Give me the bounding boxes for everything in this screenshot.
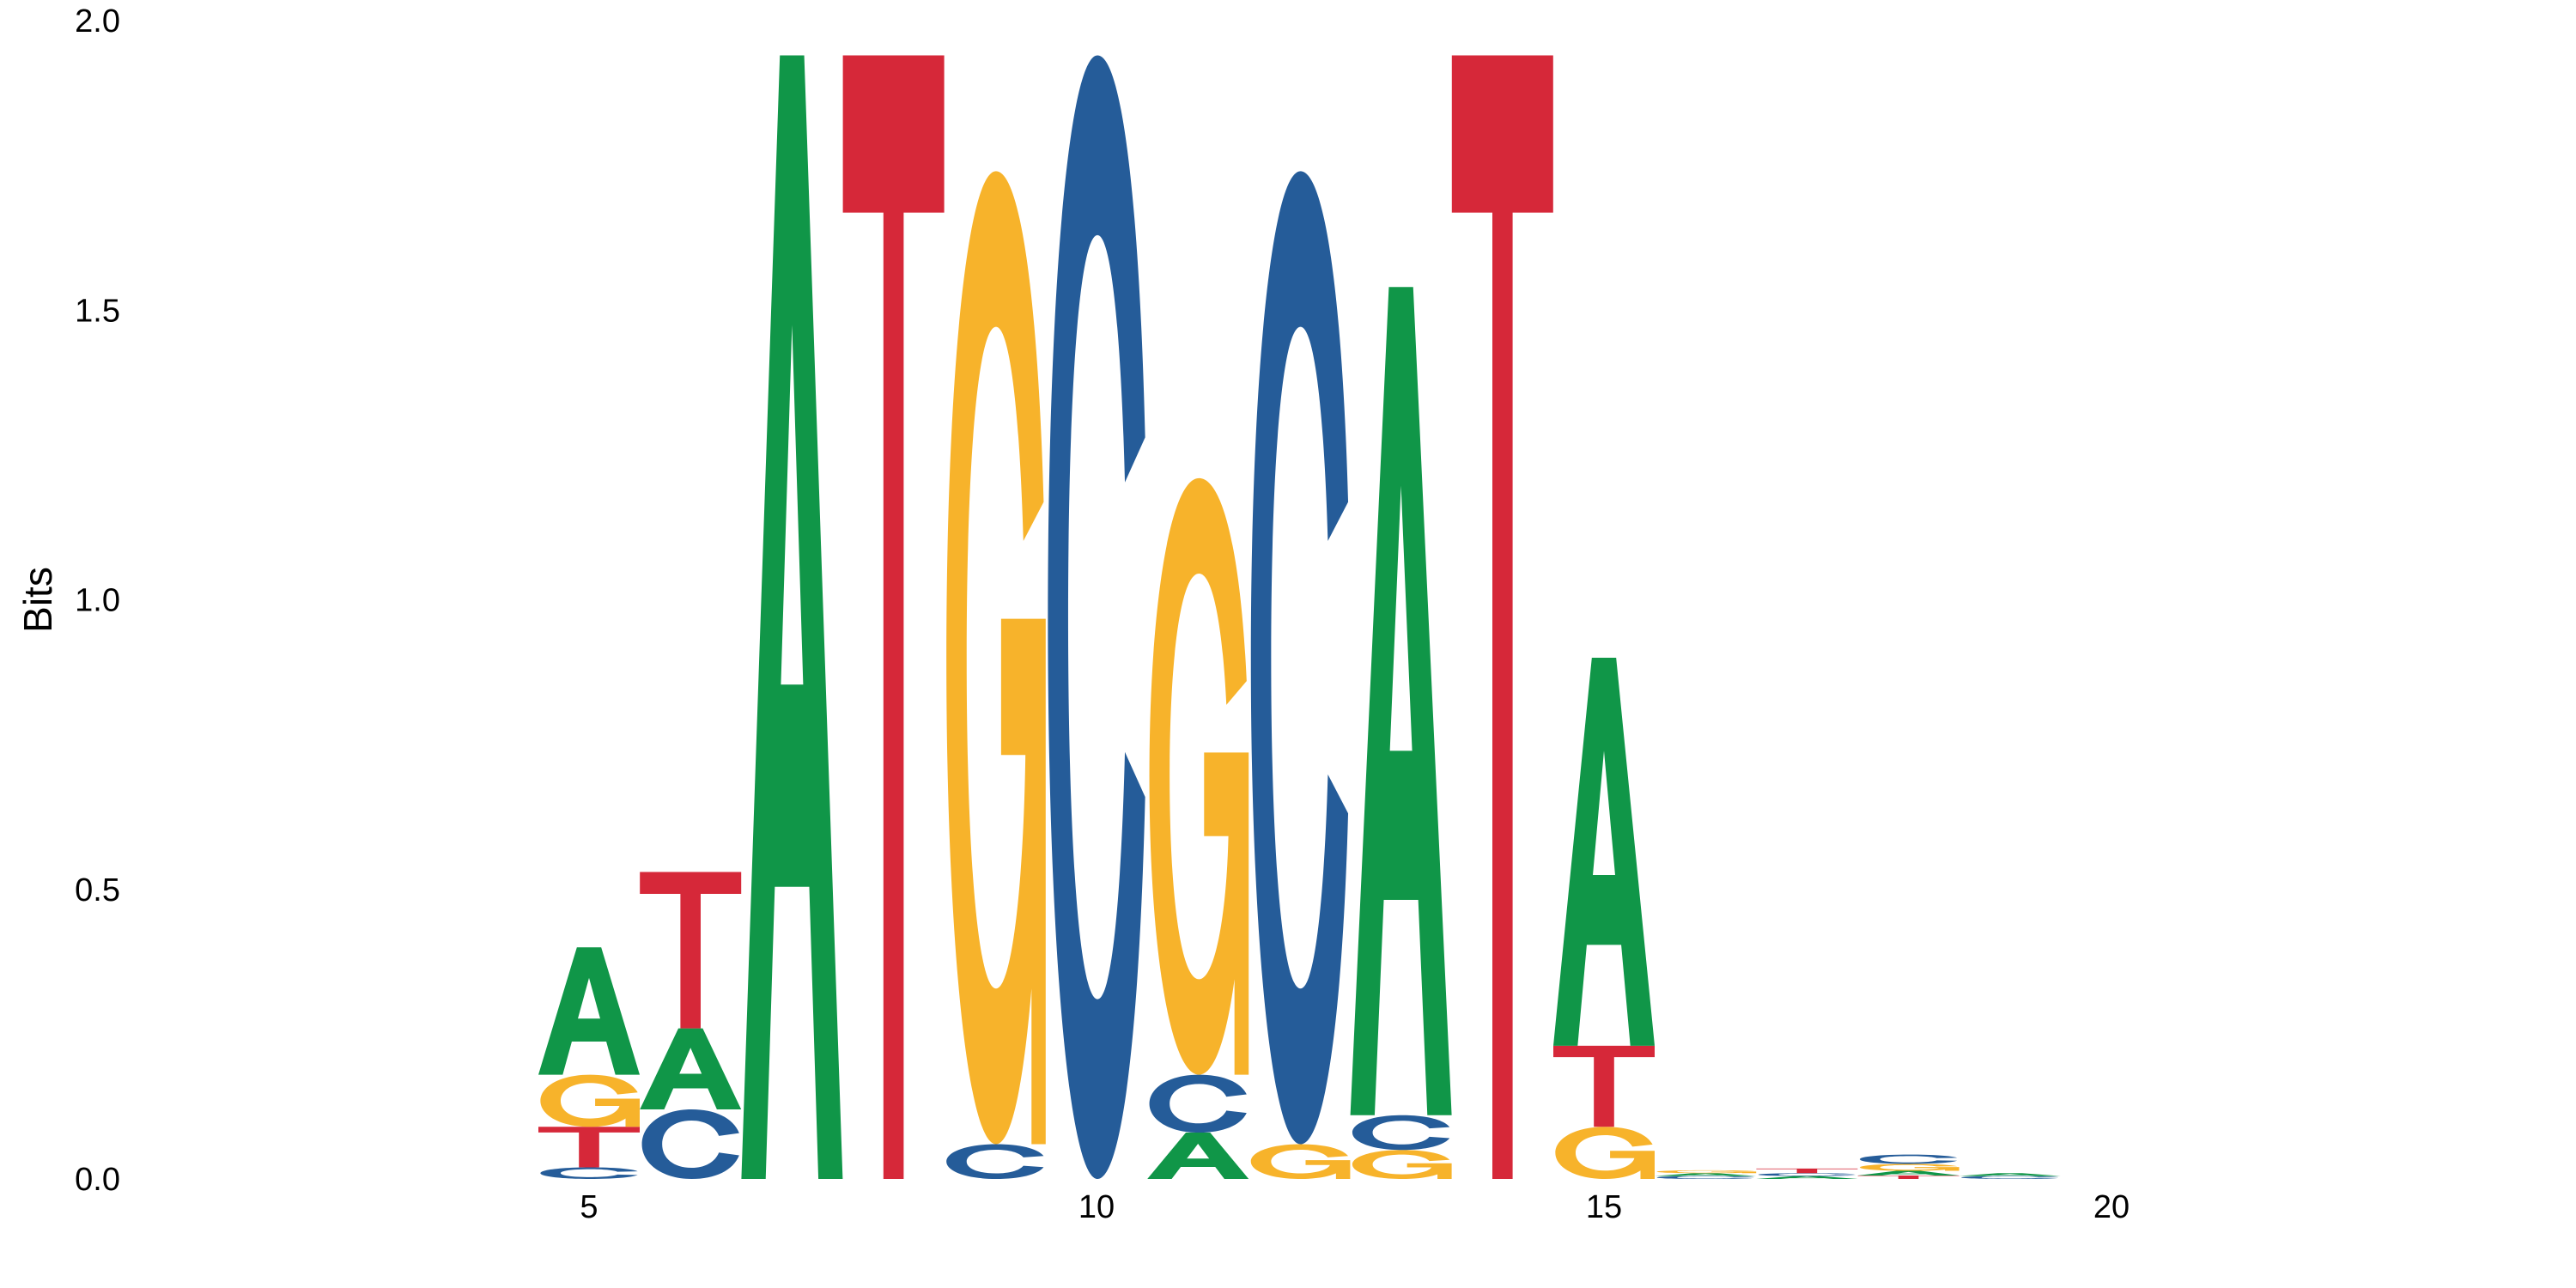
letter-c (1656, 1176, 1754, 1179)
letter-g (1352, 1150, 1452, 1179)
logo-column (1250, 171, 1351, 1179)
letter-a (1655, 1173, 1757, 1176)
letter-a (1959, 1173, 2061, 1176)
letter-c (1961, 1176, 2059, 1179)
logo-column (1857, 1154, 1959, 1179)
letter-a (741, 55, 843, 1180)
letter-c (1250, 171, 1349, 1145)
letter-c (641, 1109, 739, 1179)
letter-g (1859, 1163, 1959, 1171)
logo-column (946, 171, 1046, 1179)
letter-g (1250, 1144, 1351, 1179)
y-tick-label: 1.0 (75, 583, 120, 619)
logo-column (1048, 55, 1145, 1180)
logo-column (1553, 657, 1655, 1179)
logo-column (538, 947, 640, 1179)
letter-a (640, 1028, 742, 1110)
logo-column (1655, 1170, 1757, 1179)
letter-a (1553, 657, 1655, 1046)
x-axis-ticks: 5 10 15 20 (580, 1189, 2129, 1225)
x-tick-label: 15 (1586, 1189, 1622, 1225)
logo-column (842, 55, 945, 1180)
x-tick-label: 5 (580, 1189, 598, 1225)
logo-column (1959, 1173, 2061, 1179)
logo-column (1451, 55, 1553, 1180)
letter-t (1451, 55, 1553, 1180)
letter-g (540, 1074, 640, 1127)
letter-t (842, 55, 945, 1180)
letter-g (1555, 1127, 1655, 1179)
letter-c (946, 1144, 1044, 1179)
logo-column (1147, 477, 1249, 1179)
letter-t (538, 1127, 640, 1168)
y-tick-label: 0.5 (75, 872, 120, 908)
letter-a (538, 947, 640, 1075)
logo-column (1756, 1168, 1858, 1179)
x-tick-label: 20 (2093, 1189, 2129, 1225)
letter-t (640, 872, 742, 1029)
y-tick-label: 2.0 (75, 3, 120, 39)
letter-c (1758, 1173, 1856, 1176)
letter-g (1656, 1170, 1757, 1174)
letter-t (1857, 1175, 1959, 1179)
letter-g (946, 171, 1046, 1145)
letter-g (1149, 477, 1249, 1075)
letter-t (1553, 1045, 1655, 1127)
letter-a (1756, 1176, 1858, 1179)
x-tick-label: 10 (1078, 1189, 1115, 1225)
y-axis-ticks: 0.0 0.5 1.0 1.5 2.0 (75, 3, 120, 1198)
y-axis-label: Bits (15, 567, 60, 633)
y-tick-label: 1.5 (75, 293, 120, 329)
letter-c (1149, 1074, 1247, 1133)
letter-a (1147, 1133, 1249, 1179)
y-tick-label: 0.0 (75, 1162, 120, 1198)
logo-column (640, 872, 742, 1179)
logo-letters (538, 55, 2061, 1180)
logo-column (741, 55, 843, 1180)
letter-a (1857, 1170, 1959, 1176)
letter-c (1048, 55, 1145, 1180)
letter-c (1859, 1154, 1958, 1164)
letter-t (1756, 1168, 1858, 1174)
logo-column (1350, 287, 1452, 1179)
letter-a (1350, 287, 1452, 1115)
letter-c (1352, 1115, 1450, 1151)
letter-c (540, 1167, 638, 1179)
